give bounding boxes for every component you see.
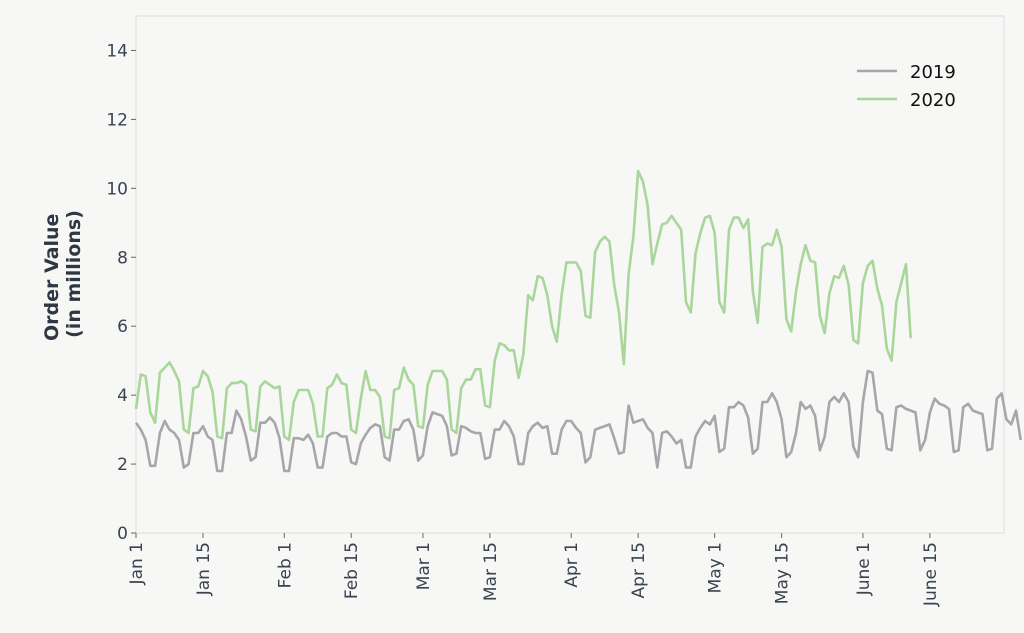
y-tick-label: 10 bbox=[106, 179, 128, 199]
y-axis: 0 2 4 6 8 10 12 14 bbox=[106, 41, 136, 544]
y-tick-label: 14 bbox=[106, 41, 128, 61]
y-tick-label: 12 bbox=[106, 110, 128, 130]
x-tick-label: Mar 1 bbox=[414, 542, 434, 590]
y-axis-label-line2: (in millions) bbox=[63, 210, 85, 338]
y-axis-label: Order Value (in millions) bbox=[41, 207, 85, 341]
y-tick-label: 6 bbox=[117, 317, 128, 337]
x-axis: Jan 1 Jan 15 Feb 1 Feb 15 Mar 1 Mar 15 Apr 1 Ap… bbox=[127, 533, 941, 607]
legend-label-2020: 2020 bbox=[910, 90, 956, 111]
x-tick-label: May 1 bbox=[706, 542, 726, 593]
legend-label-2019: 2019 bbox=[910, 62, 956, 83]
y-tick-label: 4 bbox=[117, 386, 128, 406]
legend: 2019 2020 bbox=[857, 62, 956, 111]
y-tick-label: 2 bbox=[117, 455, 128, 475]
series-line-2020 bbox=[134, 169, 912, 442]
x-tick-label: Jan 15 bbox=[194, 542, 214, 596]
x-tick-label: Apr 15 bbox=[629, 542, 649, 598]
y-tick-label: 8 bbox=[117, 248, 128, 268]
x-tick-label: June 1 bbox=[854, 542, 874, 596]
y-axis-label-line1: Order Value bbox=[41, 214, 63, 341]
x-tick-label: Feb 1 bbox=[275, 542, 295, 588]
x-tick-label: June 15 bbox=[921, 542, 941, 607]
y-tick-label: 0 bbox=[117, 524, 128, 544]
x-tick-label: Feb 15 bbox=[342, 542, 362, 599]
series-line-2019 bbox=[134, 369, 1022, 473]
series-lines bbox=[134, 169, 1022, 473]
x-tick-label: May 15 bbox=[773, 542, 793, 604]
x-tick-label: Jan 1 bbox=[127, 542, 147, 585]
x-tick-label: Apr 1 bbox=[562, 542, 582, 588]
x-tick-label: Mar 15 bbox=[481, 542, 501, 601]
